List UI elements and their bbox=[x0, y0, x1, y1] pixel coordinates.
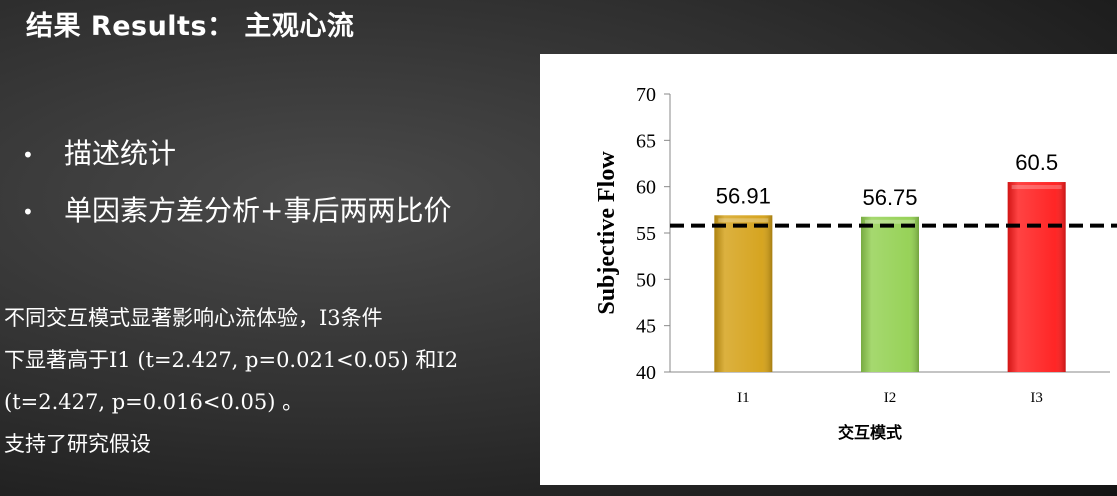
y-tick-label: 50 bbox=[636, 269, 656, 291]
bullet-item: • 描述统计 bbox=[22, 126, 451, 183]
bullet-item: • 单因素方差分析+事后两两比价 bbox=[22, 183, 451, 240]
bullet-text: 描述统计 bbox=[64, 137, 176, 170]
y-tick-label: 65 bbox=[636, 130, 656, 152]
bar-shading bbox=[714, 215, 772, 372]
bullet-list: • 描述统计 • 单因素方差分析+事后两两比价 bbox=[22, 126, 451, 240]
bar-shading bbox=[861, 217, 919, 372]
x-tick-label: I1 bbox=[737, 390, 750, 406]
y-tick-label: 40 bbox=[636, 362, 656, 384]
bullet-text: 单因素方差分析+事后两两比价 bbox=[64, 194, 451, 227]
y-tick-label: 55 bbox=[636, 223, 656, 245]
data-label: 56.75 bbox=[862, 185, 917, 210]
bullet-dot-icon: • bbox=[22, 184, 64, 240]
paragraph-line: 下显著高于I1 (t=2.427, p=0.021<0.05) 和I2 bbox=[4, 339, 534, 381]
bar-highlight bbox=[718, 218, 768, 222]
bar-highlight bbox=[1012, 185, 1062, 189]
paragraph-line: 支持了研究假设 bbox=[4, 423, 534, 465]
data-label: 60.5 bbox=[1015, 150, 1058, 175]
x-tick-label: I3 bbox=[1030, 390, 1043, 406]
bar-shading bbox=[1008, 182, 1066, 372]
y-axis-title: Subjective Flow bbox=[594, 151, 620, 315]
x-axis-title: 交互模式 bbox=[838, 423, 902, 442]
paragraph-line: 不同交互模式显著影响心流体验，I3条件 bbox=[4, 297, 534, 339]
x-tick-label: I2 bbox=[884, 390, 897, 406]
chart-panel: 40 45 50 55 60 65 70 Subjective Flow 56.91 I1 56.7… bbox=[540, 54, 1117, 485]
slide-title: 结果 Results： 主观心流 bbox=[26, 4, 354, 43]
bullet-dot-icon: • bbox=[22, 127, 64, 183]
y-tick-label: 60 bbox=[636, 177, 656, 199]
y-tick-label: 45 bbox=[636, 316, 656, 338]
results-paragraph: 不同交互模式显著影响心流体验，I3条件 下显著高于I1 (t=2.427, p=… bbox=[4, 297, 534, 465]
data-label: 56.91 bbox=[716, 183, 771, 208]
y-tick-label: 70 bbox=[636, 84, 656, 106]
bar-chart: 40 45 50 55 60 65 70 Subjective Flow 56.91 I1 56.7… bbox=[540, 54, 1117, 485]
paragraph-line: (t=2.427, p=0.016<0.05) 。 bbox=[4, 381, 534, 423]
bar-highlight bbox=[865, 220, 915, 224]
